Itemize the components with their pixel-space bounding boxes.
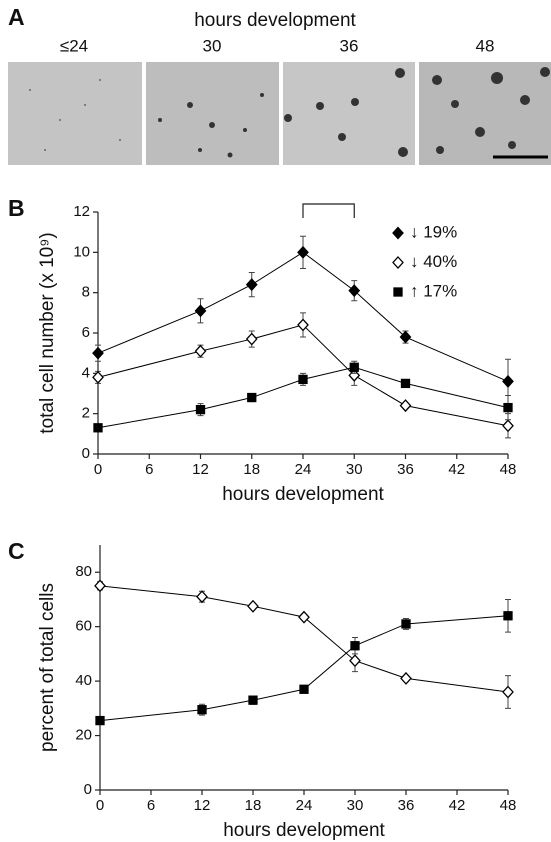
y-tick-label: 6 xyxy=(82,324,90,341)
x-tick-label: 12 xyxy=(194,797,211,814)
legend-entry: ↓ 40% xyxy=(393,252,457,271)
marker xyxy=(504,612,512,620)
marker xyxy=(350,655,360,666)
marker xyxy=(95,580,105,591)
legend-label: ↑ 17% xyxy=(410,281,457,300)
y-axis-label: percent of total cells xyxy=(37,583,58,752)
marker xyxy=(196,346,206,357)
y-tick-label: 8 xyxy=(82,284,90,301)
marker xyxy=(402,379,410,387)
x-axis-label: hours development xyxy=(222,484,384,505)
line xyxy=(100,616,508,721)
marker xyxy=(197,591,207,602)
marker xyxy=(299,612,309,623)
panel-label: B xyxy=(8,195,25,221)
x-tick-label: 18 xyxy=(245,797,262,814)
x-tick-label: 6 xyxy=(147,797,155,814)
x-tick-label: 0 xyxy=(94,461,102,478)
image-label: 36 xyxy=(340,36,359,55)
y-tick-label: 0 xyxy=(82,445,90,462)
x-tick-label: 30 xyxy=(347,797,364,814)
legend-entry: ↓ 19% xyxy=(393,222,457,241)
x-tick-label: 48 xyxy=(500,797,517,814)
x-tick-label: 30 xyxy=(346,461,363,478)
legend-entry: ↑ 17% xyxy=(394,281,457,300)
marker xyxy=(93,348,103,359)
micrograph xyxy=(283,62,415,165)
image-label: ≤24 xyxy=(60,36,88,55)
marker xyxy=(248,601,258,612)
y-tick-label: 4 xyxy=(82,364,90,381)
marker xyxy=(402,620,410,628)
x-tick-label: 42 xyxy=(448,461,465,478)
x-tick-label: 36 xyxy=(398,797,415,814)
panel-label: C xyxy=(8,538,25,564)
y-tick-label: 80 xyxy=(75,563,92,580)
micrographs xyxy=(8,62,551,165)
marker xyxy=(197,406,205,414)
legend-marker xyxy=(393,257,403,268)
x-tick-label: 36 xyxy=(397,461,414,478)
micrograph xyxy=(8,62,142,165)
marker xyxy=(248,394,256,402)
marker xyxy=(299,375,307,383)
bracket xyxy=(303,204,354,218)
marker xyxy=(503,687,513,698)
y-tick-label: 20 xyxy=(75,727,92,744)
line xyxy=(100,586,508,692)
y-tick-label: 40 xyxy=(75,672,92,689)
figure: A hours development ≤24 30 36 48 B024681… xyxy=(0,0,551,842)
legend-marker xyxy=(393,228,403,239)
y-tick-label: 0 xyxy=(84,781,92,798)
marker xyxy=(401,673,411,684)
marker xyxy=(96,717,104,725)
legend-label: ↓ 19% xyxy=(410,222,457,241)
legend-label: ↓ 40% xyxy=(410,252,457,271)
legend-marker xyxy=(394,288,402,296)
y-tick-label: 12 xyxy=(73,203,90,220)
y-axis-label: total cell number (x 10⁹) xyxy=(37,232,58,433)
panel-label: A xyxy=(8,4,25,30)
marker xyxy=(196,305,206,316)
x-tick-label: 24 xyxy=(296,797,313,814)
page: {"panel_a": {"label": "A", "title": "hou… xyxy=(0,0,551,842)
marker xyxy=(247,279,257,290)
y-tick-label: 2 xyxy=(82,405,90,422)
y-tick-label: 10 xyxy=(73,243,90,260)
panel-title: hours development xyxy=(194,10,356,31)
marker xyxy=(401,332,411,343)
marker xyxy=(504,404,512,412)
marker xyxy=(351,642,359,650)
micrograph xyxy=(146,62,279,165)
x-tick-label: 12 xyxy=(192,461,209,478)
series xyxy=(94,361,512,432)
x-axis-label: hours development xyxy=(223,820,385,841)
marker xyxy=(247,334,257,345)
marker xyxy=(249,696,257,704)
y-tick-label: 60 xyxy=(75,618,92,635)
x-tick-label: 6 xyxy=(145,461,153,478)
x-tick-label: 18 xyxy=(243,461,260,478)
marker xyxy=(298,247,308,258)
x-tick-label: 42 xyxy=(449,797,466,814)
image-label: 30 xyxy=(203,36,222,55)
marker xyxy=(503,376,513,387)
image-label: 48 xyxy=(476,36,495,55)
marker xyxy=(503,420,513,431)
marker xyxy=(198,706,206,714)
marker xyxy=(401,400,411,411)
marker xyxy=(300,685,308,693)
marker xyxy=(94,424,102,432)
marker xyxy=(349,285,359,296)
x-tick-label: 48 xyxy=(500,461,517,478)
x-tick-label: 24 xyxy=(295,461,312,478)
marker xyxy=(350,363,358,371)
x-tick-label: 0 xyxy=(96,797,104,814)
